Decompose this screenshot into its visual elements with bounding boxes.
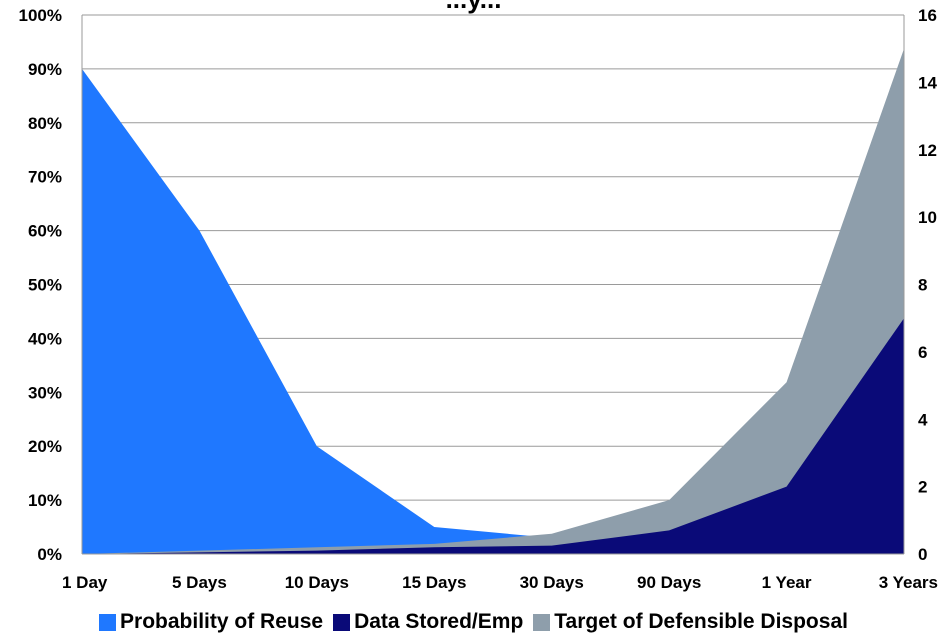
right-tick-label: 14 bbox=[918, 73, 937, 92]
left-tick-label: 20% bbox=[28, 437, 62, 456]
right-tick-label: 16 bbox=[918, 6, 937, 25]
x-tick-label: 30 Days bbox=[520, 573, 584, 592]
right-tick-label: 8 bbox=[918, 276, 927, 295]
right-tick-label: 4 bbox=[918, 410, 928, 429]
area-probability-of-reuse bbox=[82, 68, 904, 555]
x-tick-label: 90 Days bbox=[637, 573, 701, 592]
chart-legend: Probability of Reuse Data Stored/Emp Tar… bbox=[0, 608, 947, 636]
legend-label-reuse: Probability of Reuse bbox=[120, 610, 324, 633]
left-tick-label: 30% bbox=[28, 383, 62, 402]
left-tick-label: 100% bbox=[19, 6, 62, 25]
legend-label-data-stored: Data Stored/Emp bbox=[354, 610, 524, 633]
chart-title: ...y... bbox=[0, 0, 947, 15]
right-tick-label: 6 bbox=[918, 343, 927, 362]
legend-item-data-stored: Data Stored/Emp bbox=[333, 610, 523, 634]
left-axis-tick-labels: 0% 10% 20% 30% 40% 50% 60% 70% 80% 90% 100% bbox=[19, 6, 62, 564]
left-tick-label: 60% bbox=[28, 222, 62, 241]
area-data-stored-emp bbox=[82, 318, 904, 554]
right-tick-label: 10 bbox=[918, 208, 937, 227]
x-tick-label: 10 Days bbox=[285, 573, 349, 592]
x-axis-tick-labels: 1 Day 5 Days 10 Days 15 Days 30 Days 90 Days 1… bbox=[62, 573, 938, 592]
left-tick-label: 50% bbox=[28, 276, 62, 295]
left-tick-label: 10% bbox=[28, 491, 62, 510]
x-tick-label: 15 Days bbox=[402, 573, 466, 592]
right-tick-label: 12 bbox=[918, 141, 937, 160]
right-tick-label: 0 bbox=[918, 545, 927, 564]
left-tick-label: 40% bbox=[28, 329, 62, 348]
legend-item-disposal: Target of Defensible Disposal bbox=[533, 610, 848, 634]
area-chart: 0% 10% 20% 30% 40% 50% 60% 70% 80% 90% 100% 0 2 4 6 8 1… bbox=[19, 6, 938, 592]
legend-swatch-disposal bbox=[533, 613, 551, 631]
x-tick-label: 3 Years bbox=[879, 573, 938, 592]
right-axis-tick-labels: 0 2 4 6 8 10 12 14 16 bbox=[918, 6, 937, 564]
x-tick-label: 1 Year bbox=[762, 573, 812, 592]
left-tick-label: 90% bbox=[28, 60, 62, 79]
x-tick-label: 5 Days bbox=[172, 573, 227, 592]
x-tick-label: 1 Day bbox=[62, 573, 108, 592]
legend-swatch-reuse bbox=[99, 613, 117, 631]
right-tick-label: 2 bbox=[918, 478, 927, 497]
left-tick-label: 0% bbox=[37, 545, 62, 564]
legend-swatch-data-stored bbox=[333, 613, 351, 631]
left-tick-label: 70% bbox=[28, 168, 62, 187]
legend-label-disposal: Target of Defensible Disposal bbox=[554, 610, 848, 633]
chart-areas bbox=[82, 48, 904, 555]
left-tick-label: 80% bbox=[28, 114, 62, 133]
legend-item-reuse: Probability of Reuse bbox=[99, 610, 323, 634]
chart-axes bbox=[81, 15, 905, 555]
